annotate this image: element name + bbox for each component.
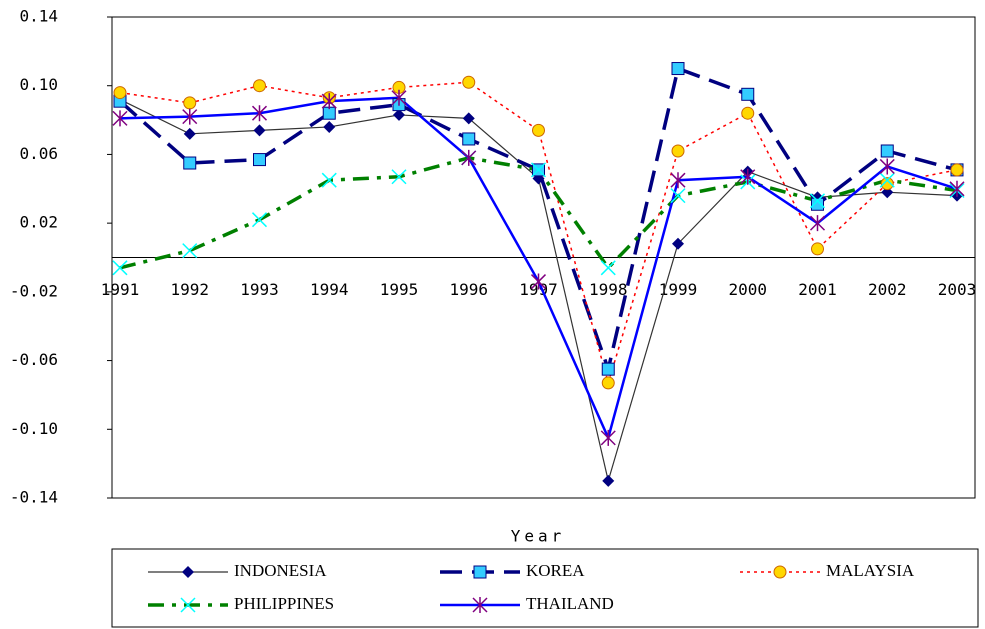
- marker: [251, 212, 268, 228]
- x-tick-label: 1992: [170, 280, 209, 299]
- y-tick-label: -0.02: [10, 281, 58, 300]
- marker: [182, 566, 194, 578]
- x-tick-label: 2000: [728, 280, 767, 299]
- marker: [741, 106, 755, 120]
- marker: [741, 87, 755, 101]
- marker: [530, 273, 547, 290]
- legend-box: [111, 548, 979, 628]
- marker: [183, 156, 197, 170]
- marker: [532, 123, 545, 137]
- marker: [473, 565, 487, 579]
- legend-label: THAILAND: [526, 594, 614, 613]
- marker: [182, 243, 198, 259]
- y-tick-label: 0.06: [19, 144, 58, 163]
- x-tick-label: 2001: [798, 280, 837, 299]
- marker: [670, 172, 686, 189]
- marker: [670, 188, 686, 204]
- x-tick-label: 2003: [938, 280, 977, 299]
- legend-label: PHILIPPINES: [234, 594, 334, 613]
- marker: [183, 127, 196, 140]
- x-tick-label: 1994: [310, 280, 349, 299]
- x-axis-label: Year: [511, 527, 566, 546]
- marker: [321, 172, 337, 188]
- y-tick-label: -0.06: [10, 350, 58, 369]
- marker: [672, 237, 684, 250]
- marker: [391, 89, 407, 106]
- marker: [462, 75, 476, 89]
- marker: [530, 162, 547, 178]
- marker: [472, 597, 488, 613]
- marker: [321, 93, 337, 110]
- marker: [183, 96, 197, 110]
- marker: [391, 169, 407, 185]
- marker: [112, 260, 128, 276]
- y-tick-label: 0.10: [19, 75, 58, 94]
- y-tick-label: 0.02: [19, 213, 58, 232]
- marker: [462, 132, 476, 146]
- marker: [323, 120, 336, 133]
- x-tick-label: 1996: [449, 280, 488, 299]
- marker: [112, 110, 128, 127]
- x-tick-label: 1991: [101, 280, 140, 299]
- marker: [880, 177, 894, 191]
- y-tick-label: -0.14: [10, 488, 58, 507]
- legend-label: INDONESIA: [234, 561, 327, 580]
- marker: [602, 474, 615, 487]
- marker: [462, 112, 475, 125]
- marker: [773, 565, 787, 579]
- marker: [251, 105, 268, 122]
- marker: [879, 172, 895, 188]
- marker: [600, 260, 616, 276]
- marker: [811, 242, 824, 256]
- marker: [113, 86, 127, 100]
- x-tick-label: 1999: [659, 280, 698, 299]
- x-tick-label: 1993: [240, 280, 279, 299]
- marker: [461, 149, 477, 166]
- x-tick-label: 2002: [868, 280, 907, 299]
- marker: [253, 79, 266, 93]
- marker: [393, 108, 405, 121]
- marker: [671, 62, 685, 76]
- marker: [601, 362, 615, 376]
- x-tick-label: 1995: [380, 280, 419, 299]
- series-line: [119, 96, 958, 442]
- marker: [740, 168, 756, 185]
- marker: [880, 144, 894, 158]
- marker: [950, 163, 964, 177]
- y-tick-label: 0.14: [19, 7, 58, 26]
- marker: [671, 144, 685, 158]
- marker: [949, 180, 965, 197]
- legend-label: MALAYSIA: [826, 561, 915, 580]
- marker: [879, 158, 895, 175]
- marker: [253, 153, 266, 167]
- y-tick-label: -0.10: [10, 419, 58, 438]
- marker: [809, 215, 826, 232]
- marker: [253, 124, 266, 137]
- marker: [600, 429, 616, 446]
- marker: [601, 376, 615, 390]
- marker: [182, 108, 198, 125]
- marker: [809, 193, 826, 209]
- marker: [811, 197, 824, 211]
- marker: [180, 597, 196, 613]
- x-tick-label: 1998: [589, 280, 628, 299]
- legend-label: KOREA: [526, 561, 585, 580]
